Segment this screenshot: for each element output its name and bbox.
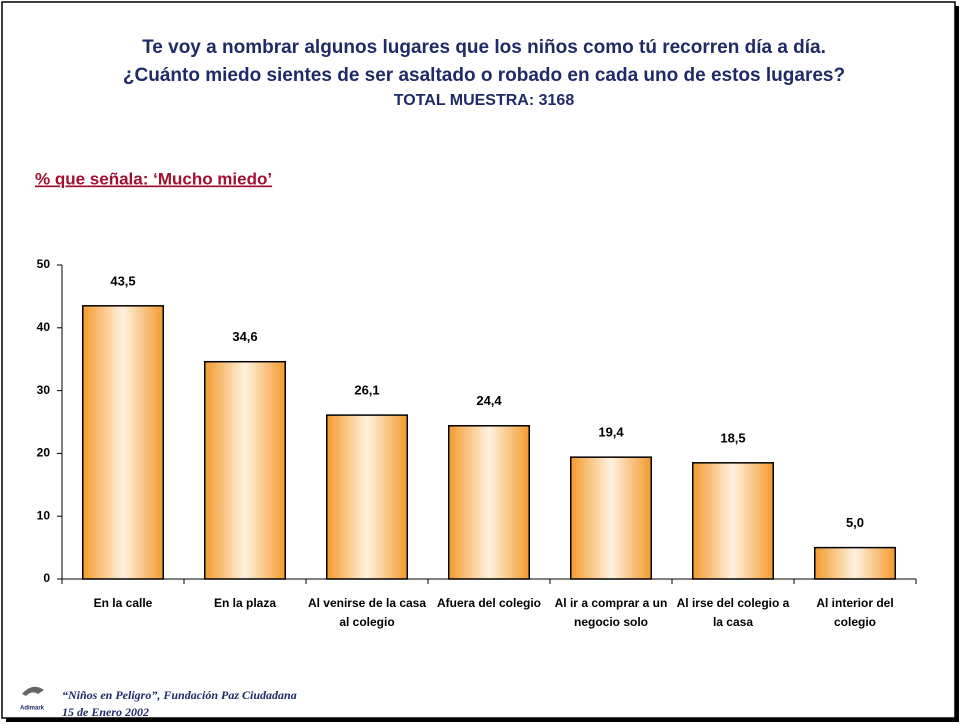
data-label: 34,6 <box>232 329 257 344</box>
data-label: 5,0 <box>846 515 864 530</box>
bar <box>569 456 653 580</box>
y-tick-label: 10 <box>37 508 51 522</box>
data-label: 18,5 <box>720 430 745 445</box>
x-tick-label: Afuera del colegio <box>436 596 542 610</box>
x-tick-label: En la plaza <box>213 596 277 610</box>
x-tick-label: En la calle <box>93 596 153 610</box>
data-label: 24,4 <box>476 393 502 408</box>
data-label: 19,4 <box>598 425 624 440</box>
bar <box>813 546 897 580</box>
logo-icon <box>22 686 44 696</box>
title-line: Te voy a nombrar algunos lugares que los… <box>142 37 826 58</box>
bar <box>325 414 409 580</box>
title-line: ¿Cuánto miedo sientes de ser asaltado o … <box>123 65 845 86</box>
y-tick-label: 0 <box>43 571 50 585</box>
x-tick-label: Al irse del colegio a la casa <box>676 596 790 629</box>
subtitle: TOTAL MUESTRA: 3168 <box>394 92 575 109</box>
y-tick-label: 50 <box>37 257 51 271</box>
data-label: 43,5 <box>110 273 135 288</box>
bar <box>203 360 287 580</box>
x-tick-label: Al ir a comprar a un negocio solo <box>554 596 668 629</box>
y-tick-label: 40 <box>37 320 51 334</box>
logo: Adimark <box>20 706 45 712</box>
x-tick-label: Al venirse de la casa al colegio <box>307 596 427 629</box>
data-label: 26,1 <box>354 383 379 398</box>
date: 15 de Enero 2002 <box>62 705 149 719</box>
y-tick-label: 30 <box>37 383 51 397</box>
bar <box>447 425 531 580</box>
x-tick-label: Al interior del colegio <box>816 596 894 629</box>
bar <box>691 462 775 580</box>
source: “Niños en Peligro”, Fundación Paz Ciudad… <box>62 688 297 702</box>
y-tick-label: 20 <box>37 446 51 460</box>
bar <box>81 305 165 580</box>
measure-label: % que señala: ‘Mucho miedo’ <box>35 169 272 188</box>
